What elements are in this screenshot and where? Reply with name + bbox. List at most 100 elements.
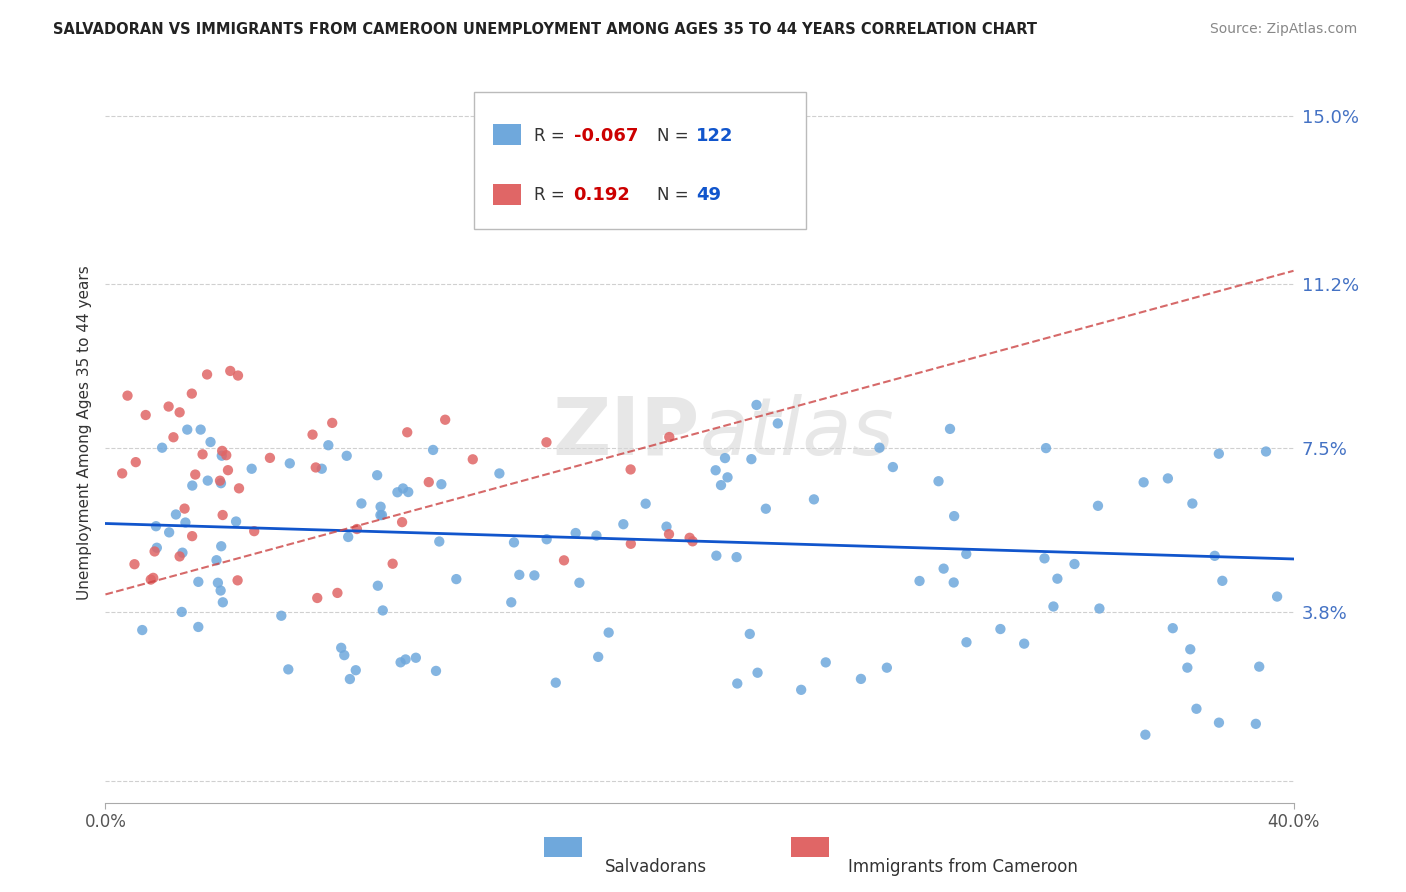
Point [745, 398, 768, 412]
Point [370, 508, 392, 522]
Point [586, 649, 609, 664]
Point [366, 468, 388, 483]
Point [307, 591, 329, 605]
Point [211, 595, 233, 609]
Point [1180, 642, 1202, 657]
Point [135, 408, 157, 422]
Point [326, 586, 349, 600]
Point [142, 571, 165, 585]
Point [620, 462, 643, 476]
Point [191, 447, 214, 461]
Text: ZIP: ZIP [553, 393, 700, 472]
Point [162, 430, 184, 444]
Point [446, 572, 468, 586]
Text: 0.192: 0.192 [574, 186, 630, 204]
Point [655, 519, 678, 533]
Point [209, 539, 232, 553]
Point [488, 467, 510, 481]
Point [714, 451, 737, 466]
Text: -0.067: -0.067 [574, 127, 638, 145]
Point [939, 422, 962, 436]
FancyBboxPatch shape [492, 124, 522, 145]
Point [814, 656, 837, 670]
Point [207, 575, 229, 590]
Point [942, 575, 965, 590]
Point [418, 475, 440, 489]
Point [1132, 475, 1154, 490]
Point [1046, 572, 1069, 586]
Point [1254, 444, 1277, 458]
Point [226, 368, 249, 383]
Point [876, 661, 898, 675]
Point [330, 640, 353, 655]
Text: SALVADORAN VS IMMIGRANTS FROM CAMEROON UNEMPLOYMENT AMONG AGES 35 TO 44 YEARS CO: SALVADORAN VS IMMIGRANTS FROM CAMEROON U… [53, 22, 1038, 37]
Point [311, 461, 333, 475]
Point [396, 485, 419, 500]
Point [803, 492, 825, 507]
Point [240, 462, 263, 476]
Point [430, 477, 453, 491]
Point [195, 368, 218, 382]
Point [790, 682, 813, 697]
Point [955, 547, 977, 561]
Point [523, 568, 546, 582]
Point [1063, 557, 1085, 571]
Point [501, 595, 523, 609]
Point [503, 535, 526, 549]
Point [422, 442, 444, 457]
Point [704, 463, 727, 477]
Point [181, 478, 204, 492]
Point [394, 652, 416, 666]
Point [849, 672, 872, 686]
Point [270, 608, 292, 623]
Point [392, 482, 415, 496]
Point [145, 519, 167, 533]
Point [169, 405, 191, 419]
Point [1244, 716, 1267, 731]
Text: atlas: atlas [700, 393, 894, 472]
Point [634, 497, 657, 511]
Text: N =: N = [657, 127, 693, 145]
Point [1208, 447, 1230, 461]
Point [318, 438, 340, 452]
Point [1033, 551, 1056, 566]
Point [1135, 728, 1157, 742]
Point [427, 534, 450, 549]
Y-axis label: Unemployment Among Ages 35 to 44 years: Unemployment Among Ages 35 to 44 years [76, 265, 91, 600]
Point [716, 470, 738, 484]
Point [339, 672, 361, 686]
Point [344, 663, 367, 677]
FancyBboxPatch shape [492, 184, 522, 205]
Point [139, 573, 162, 587]
Point [740, 452, 762, 467]
Point [211, 449, 233, 463]
Point [405, 650, 427, 665]
Point [990, 622, 1012, 636]
Point [180, 386, 202, 401]
Point [725, 676, 748, 690]
Point [337, 530, 360, 544]
Point [350, 496, 373, 510]
Point [553, 553, 575, 567]
Point [612, 517, 634, 532]
Point [209, 476, 232, 491]
Point [184, 467, 207, 482]
Point [124, 558, 146, 572]
Point [620, 537, 643, 551]
Point [738, 627, 761, 641]
Point [568, 575, 591, 590]
Point [1035, 441, 1057, 455]
Point [371, 508, 394, 522]
Text: R =: R = [534, 186, 571, 204]
Point [217, 463, 239, 477]
Point [678, 531, 700, 545]
Point [1175, 660, 1198, 674]
Point [367, 579, 389, 593]
Point [371, 603, 394, 617]
Point [200, 435, 222, 450]
Point [1157, 471, 1180, 485]
Point [197, 474, 219, 488]
Point [536, 435, 558, 450]
Point [1042, 599, 1064, 614]
Point [336, 449, 359, 463]
